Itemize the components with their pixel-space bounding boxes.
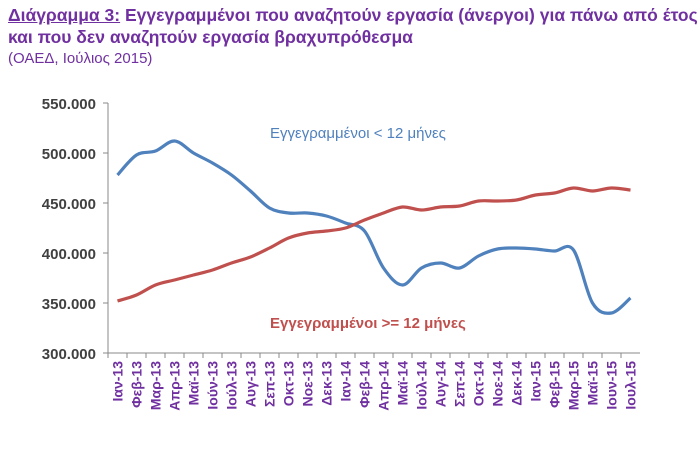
x-tick-label: Μαϊ-14	[395, 361, 411, 406]
x-tick-label: Μαϊ-15	[585, 361, 601, 406]
subtitle: (ΟΑΕΔ, Ιούλιος 2015)	[8, 50, 153, 67]
y-tick-label: 500.000	[42, 146, 96, 163]
x-tick-label: Σεπ-14	[452, 361, 468, 407]
x-tick-label: Ιαν-15	[528, 361, 544, 402]
x-tick-label: Ιαν-14	[338, 361, 354, 402]
x-tick-label: Φεβ-13	[129, 361, 145, 408]
x-tick-label: Οκτ-13	[281, 361, 297, 406]
x-tick-label: Απρ-14	[376, 361, 392, 411]
x-tick-label: Μαρ-13	[148, 361, 164, 410]
x-tick-label: Ιούν-13	[205, 361, 221, 410]
title-prefix: Διάγραμμα 3:	[8, 5, 121, 25]
title-text: Εγγεγραμμένοι που αναζητούν εργασία (άνε…	[8, 5, 698, 47]
x-tick-label: Νοε-13	[300, 361, 316, 407]
y-tick-label: 400.000	[42, 246, 96, 263]
x-tick-label: Δεκ-13	[319, 361, 335, 406]
x-tick-label: Οκτ-14	[471, 361, 487, 406]
x-tick-label: Σεπ-13	[262, 361, 278, 407]
series-line	[117, 186, 631, 303]
x-tick-label: Αυγ-14	[433, 361, 449, 407]
y-tick-label: 450.000	[42, 196, 96, 213]
x-tick-label: Ιούλ-14	[414, 361, 430, 410]
series-label: Εγγεγραμμένοι >= 12 μήνες	[270, 315, 466, 332]
series-label: Εγγεγραμμένοι < 12 μήνες	[270, 125, 446, 142]
y-tick-label: 350.000	[42, 296, 96, 313]
title: Διάγραμμα 3: Εγγεγραμμένοι που αναζητούν…	[8, 4, 698, 48]
x-tick-label: Ιαν-13	[110, 361, 126, 402]
x-tick-label: Ιούλ-13	[224, 361, 240, 410]
x-tick-label: Ιουλ-15	[623, 361, 639, 410]
y-tick-label: 300.000	[42, 346, 96, 363]
x-tick-label: Ιουν-15	[604, 361, 620, 410]
x-tick-label: Δεκ-14	[509, 361, 525, 406]
x-tick-label: Μαϊ-13	[186, 361, 202, 406]
x-tick-label: Αυγ-13	[243, 361, 259, 407]
x-tick-label: Απρ-13	[167, 361, 183, 411]
x-tick-label: Νοε-14	[490, 361, 506, 407]
x-tick-label: Μαρ-15	[566, 361, 582, 410]
y-tick-label: 550.000	[42, 96, 96, 113]
x-tick-label: Φεβ-14	[357, 361, 373, 408]
header: Διάγραμμα 3: Εγγεγραμμένοι που αναζητούν…	[8, 4, 698, 70]
x-tick-label: Φεβ-15	[547, 361, 563, 408]
series-line	[116, 139, 632, 315]
